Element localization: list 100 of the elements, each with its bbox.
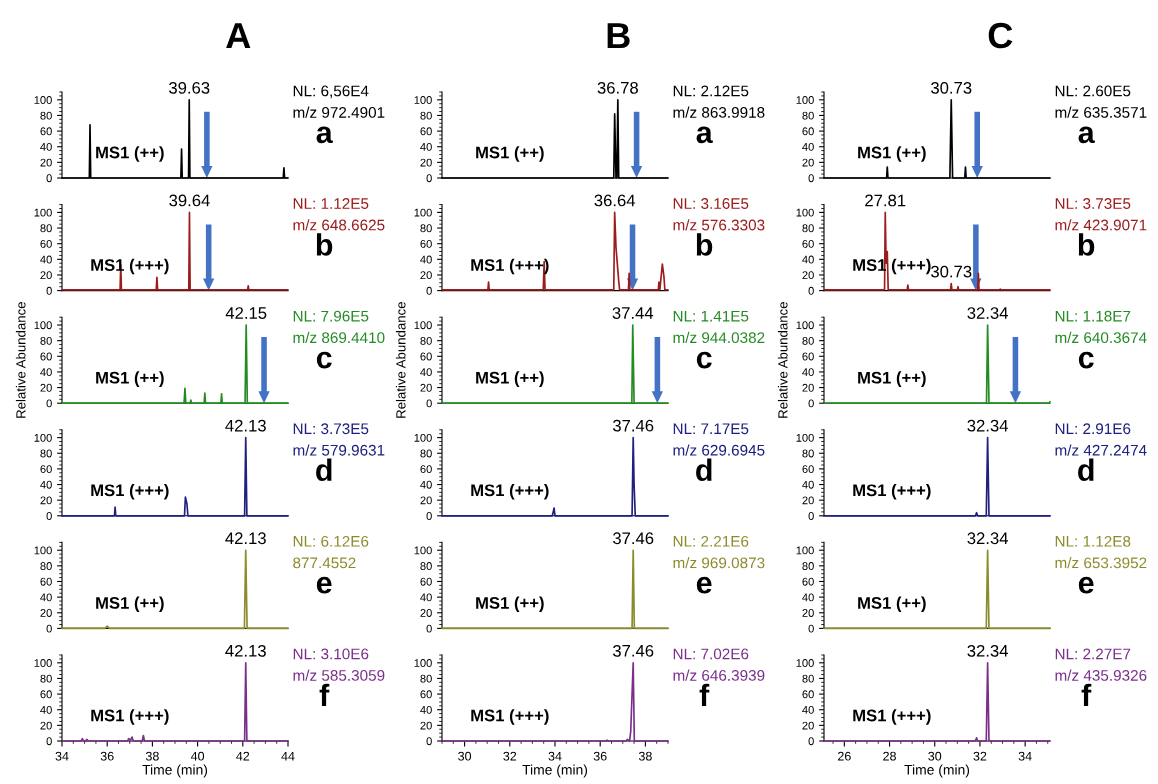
text: NL: 1.41E5 xyxy=(673,310,749,322)
y-tick-label: 0 xyxy=(46,399,52,408)
y-tick-label: 60 xyxy=(802,577,814,586)
y-tick-label: 60 xyxy=(40,352,52,361)
y-tick-label: 0 xyxy=(808,512,814,520)
y-tick-label: 80 xyxy=(40,111,52,120)
y-tick-label: 80 xyxy=(420,562,432,570)
y-tick-label: 80 xyxy=(40,562,52,570)
text: a xyxy=(696,126,713,144)
y-tick-label: 60 xyxy=(420,577,432,586)
x-axis-title: Time (min) xyxy=(904,764,970,778)
y-tick-label: 80 xyxy=(420,336,432,345)
x-tick-label: 30 xyxy=(458,751,472,761)
y-tick-label: 100 xyxy=(34,321,52,330)
text: d xyxy=(316,458,332,481)
x-tick-label: 36 xyxy=(593,751,607,761)
text: NL: 3.73E5 xyxy=(293,423,369,435)
y-tick-label: 0 xyxy=(46,512,52,520)
text: NL: 7.17E5 xyxy=(673,423,749,435)
y-tick-label: 100 xyxy=(414,546,432,555)
annotation: MS1 (++) xyxy=(476,146,544,162)
y-tick-label: 80 xyxy=(420,674,432,683)
y-tick-label: 20 xyxy=(40,271,52,280)
y-tick-label: 80 xyxy=(40,674,52,683)
y-tick-label: 100 xyxy=(34,208,52,217)
annotation: 27.81 xyxy=(865,194,906,207)
text: NL: 2.27E7 xyxy=(1055,648,1131,660)
annotation: MS1 (+++) xyxy=(853,483,931,500)
y-tick-label: 40 xyxy=(40,705,52,714)
text: NL: 3.73E5 xyxy=(1055,198,1131,209)
y-axis-title: Relative Abundance xyxy=(777,302,788,418)
y-tick-label: 40 xyxy=(420,480,432,489)
y-tick-label: 60 xyxy=(802,465,814,474)
y-tick-label: 0 xyxy=(808,624,814,633)
y-tick-label: 0 xyxy=(426,512,432,520)
y-tick-label: 0 xyxy=(426,399,432,408)
y-tick-label: 20 xyxy=(420,721,432,730)
y-tick-label: 80 xyxy=(420,224,432,233)
y-tick-label: 20 xyxy=(40,496,52,505)
y-tick-label: 20 xyxy=(40,721,52,730)
text: NL: 7.02E6 xyxy=(673,648,749,660)
annotation: MS1 (++) xyxy=(96,371,164,387)
y-tick-label: 40 xyxy=(802,480,814,489)
text: m/z 579.9631 xyxy=(293,444,385,456)
y-tick-label: 60 xyxy=(802,239,814,248)
text: m/z 648.6625 xyxy=(293,219,385,231)
y-tick-label: 40 xyxy=(802,593,814,602)
y-tick-label: 100 xyxy=(34,96,52,104)
y-tick-label: 0 xyxy=(46,624,52,633)
y-tick-label: 60 xyxy=(40,690,52,699)
annotation: MS1 (+++) xyxy=(471,709,549,725)
y-tick-label: 20 xyxy=(802,271,814,280)
annotation: MS1 (++) xyxy=(96,596,164,613)
text: c xyxy=(1078,351,1094,369)
text: c xyxy=(696,351,712,369)
annotation: 42.13 xyxy=(225,532,266,545)
x-tick-label: 42 xyxy=(236,751,250,761)
y-tick-label: 60 xyxy=(802,127,814,136)
x-tick-label: 44 xyxy=(281,751,295,761)
y-tick-label: 40 xyxy=(40,142,52,151)
annotation: MS1 (+++) xyxy=(91,258,169,275)
y-tick-label: 0 xyxy=(808,286,814,295)
y-tick-label: 40 xyxy=(40,368,52,377)
y-tick-label: 100 xyxy=(414,96,432,104)
y-tick-label: 80 xyxy=(802,674,814,683)
y-tick-label: 100 xyxy=(796,546,814,555)
annotation: 32.34 xyxy=(967,419,1008,432)
y-tick-label: 80 xyxy=(802,224,814,233)
y-tick-label: 40 xyxy=(40,480,52,489)
y-tick-label: 100 xyxy=(796,321,814,330)
x-axis-title: Time (min) xyxy=(142,764,208,778)
y-tick-label: 20 xyxy=(420,271,432,280)
annotation: MS1 (+++) xyxy=(91,483,169,500)
y-tick-label: 80 xyxy=(40,449,52,458)
annotation: MS1 (++) xyxy=(96,146,164,162)
y-tick-label: 60 xyxy=(802,352,814,361)
text: m/z 635.3571 xyxy=(1055,106,1147,118)
text: m/z 653.3952 xyxy=(1055,557,1147,569)
annotation: MS1 (++) xyxy=(858,596,926,613)
annotation: 37.46 xyxy=(612,532,654,545)
y-tick-label: 20 xyxy=(40,383,52,392)
text: m/z 869.4410 xyxy=(293,331,385,344)
text: m/z 944.0382 xyxy=(673,331,765,344)
text: m/z 969.0873 xyxy=(673,557,765,569)
y-tick-label: 40 xyxy=(40,593,52,602)
text: NL: 2.60E5 xyxy=(1055,85,1131,97)
text: NL: 1.12E5 xyxy=(293,198,369,209)
annotation: 37.46 xyxy=(612,419,654,432)
x-axis-title: Time (min) xyxy=(522,764,588,778)
y-tick-label: 0 xyxy=(46,737,52,746)
text: m/z 576.3303 xyxy=(673,219,765,231)
y-tick-label: 20 xyxy=(420,158,432,167)
y-tick-label: 20 xyxy=(40,609,52,617)
y-tick-label: 20 xyxy=(420,383,432,392)
y-tick-label: 100 xyxy=(796,433,814,442)
annotation: 39.64 xyxy=(169,194,210,207)
annotation: MS1 (++) xyxy=(476,596,544,613)
y-tick-label: 20 xyxy=(802,496,814,505)
y-tick-label: 60 xyxy=(420,465,432,474)
text: d xyxy=(1078,458,1094,481)
